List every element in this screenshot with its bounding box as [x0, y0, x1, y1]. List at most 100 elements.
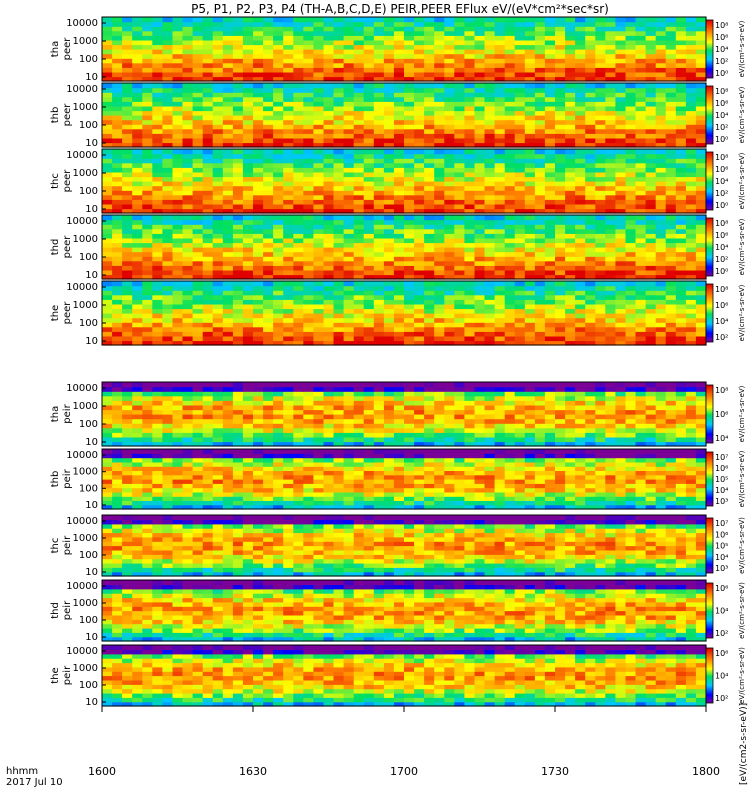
- spectrogram-cell: [152, 133, 163, 139]
- spectrogram-cell: [474, 53, 486, 59]
- spectrogram-cell: [232, 228, 244, 234]
- spectrogram-cell: [263, 17, 274, 23]
- spectrogram-cell: [454, 335, 465, 342]
- spectrogram-cell: [132, 418, 143, 424]
- spectrogram-cell: [494, 190, 506, 196]
- spectrogram-cell: [132, 294, 143, 300]
- spectrogram-cell: [263, 423, 274, 429]
- spectrogram-cell: [102, 224, 113, 230]
- spectrogram-cell: [665, 181, 677, 187]
- spectrogram-cell: [273, 167, 284, 173]
- spectrogram-cell: [232, 247, 244, 253]
- spectrogram-cell: [363, 285, 375, 291]
- spectrogram-cell: [212, 190, 224, 196]
- spectrogram-cell: [464, 110, 476, 116]
- spectrogram-cell: [232, 260, 244, 266]
- spectrogram-cell: [393, 409, 405, 415]
- spectrogram-cell: [212, 158, 224, 164]
- spectrogram-cell: [585, 215, 596, 221]
- spectrogram-cell: [685, 53, 697, 59]
- spectrogram-cell: [565, 149, 576, 155]
- spectrogram-cell: [544, 317, 556, 323]
- spectrogram-cell: [685, 199, 697, 205]
- spectrogram-cell: [595, 30, 606, 36]
- spectrogram-cell: [172, 30, 184, 36]
- spectrogram-cell: [132, 251, 143, 257]
- spectrogram-cell: [192, 294, 204, 300]
- spectrogram-cell: [122, 101, 133, 107]
- spectrogram-cell: [494, 395, 506, 401]
- spectrogram-cell: [303, 331, 314, 337]
- spectrogram-cell: [655, 199, 667, 205]
- spectrogram-cell: [273, 294, 284, 300]
- spectrogram-cell: [222, 92, 234, 98]
- spectrogram-cell: [514, 39, 526, 46]
- spectrogram-cell: [544, 281, 556, 287]
- spectrogram-cell: [675, 62, 687, 68]
- spectrogram-cell: [635, 176, 647, 182]
- spectrogram-cell: [142, 185, 153, 191]
- spectrogram-cell: [474, 101, 486, 107]
- spectrogram-cell: [454, 128, 465, 134]
- spectrogram-cell: [414, 290, 425, 296]
- spectrogram-cell: [242, 322, 254, 328]
- spectrogram-cell: [383, 233, 395, 239]
- spectrogram-cell: [605, 409, 616, 415]
- spectrogram-cell: [625, 256, 637, 262]
- spectrogram-cell: [434, 242, 445, 248]
- spectrogram-cell: [615, 340, 627, 346]
- spectrogram-cell: [565, 219, 576, 225]
- spectrogram-cell: [454, 158, 465, 164]
- spectrogram-cell: [303, 242, 314, 248]
- spectrogram-cell: [283, 247, 294, 253]
- spectrogram-cell: [424, 83, 435, 89]
- spectrogram-cell: [363, 71, 375, 78]
- spectrogram-cell: [102, 149, 113, 155]
- spectrogram-cell: [313, 303, 325, 310]
- spectrogram-cell: [343, 39, 355, 46]
- spectrogram-cell: [444, 21, 455, 27]
- spectrogram-cell: [343, 67, 355, 73]
- spectrogram-cell: [122, 423, 133, 429]
- figure-title: P5, P1, P2, P3, P4 (TH-A,B,C,D,E) PEIR,P…: [191, 2, 609, 16]
- spectrogram-cell: [353, 76, 365, 82]
- spectrogram-cell: [595, 247, 606, 253]
- spectrogram-cell: [484, 128, 496, 134]
- spectrogram-cell: [565, 215, 576, 221]
- spectrogram-cell: [303, 303, 314, 310]
- spectrogram-cell: [484, 322, 496, 328]
- spectrogram-cell: [152, 237, 163, 244]
- spectrogram-cell: [534, 224, 546, 230]
- spectrogram-cell: [222, 303, 234, 310]
- spectrogram-cell: [534, 39, 546, 46]
- spectrogram-cell: [454, 303, 465, 310]
- spectrogram-cell: [444, 340, 455, 346]
- spectrogram-cell: [273, 101, 284, 107]
- spectrogram-cell: [142, 133, 153, 139]
- spectrogram-cell: [192, 331, 204, 337]
- spectrogram-cell: [192, 418, 204, 424]
- spectrogram-cell: [393, 71, 405, 78]
- spectrogram-cell: [162, 119, 174, 125]
- spectrogram-cell: [293, 285, 304, 291]
- spectrogram-cell: [474, 176, 486, 182]
- spectrogram-cell: [122, 395, 133, 401]
- spectrogram-cell: [383, 436, 395, 443]
- spectrogram-cell: [222, 409, 234, 415]
- spectrogram-cell: [695, 162, 707, 168]
- spectrogram-cell: [333, 101, 345, 107]
- spectrogram-cell: [333, 237, 345, 244]
- spectrogram-cell: [454, 21, 465, 27]
- spectrogram-cell: [192, 181, 204, 187]
- spectrogram-cell: [303, 299, 314, 305]
- colorbar: [705, 283, 714, 343]
- spectrogram-cell: [112, 137, 123, 144]
- spectrogram-cell: [162, 26, 174, 32]
- spectrogram-cell: [263, 331, 274, 337]
- spectrogram-cell: [504, 294, 516, 300]
- spectrogram-cell: [343, 313, 355, 319]
- spectrogram-cell: [685, 133, 697, 139]
- spectrogram-cell: [202, 44, 214, 50]
- spectrogram-cell: [524, 35, 536, 41]
- spectrogram-cell: [585, 149, 596, 155]
